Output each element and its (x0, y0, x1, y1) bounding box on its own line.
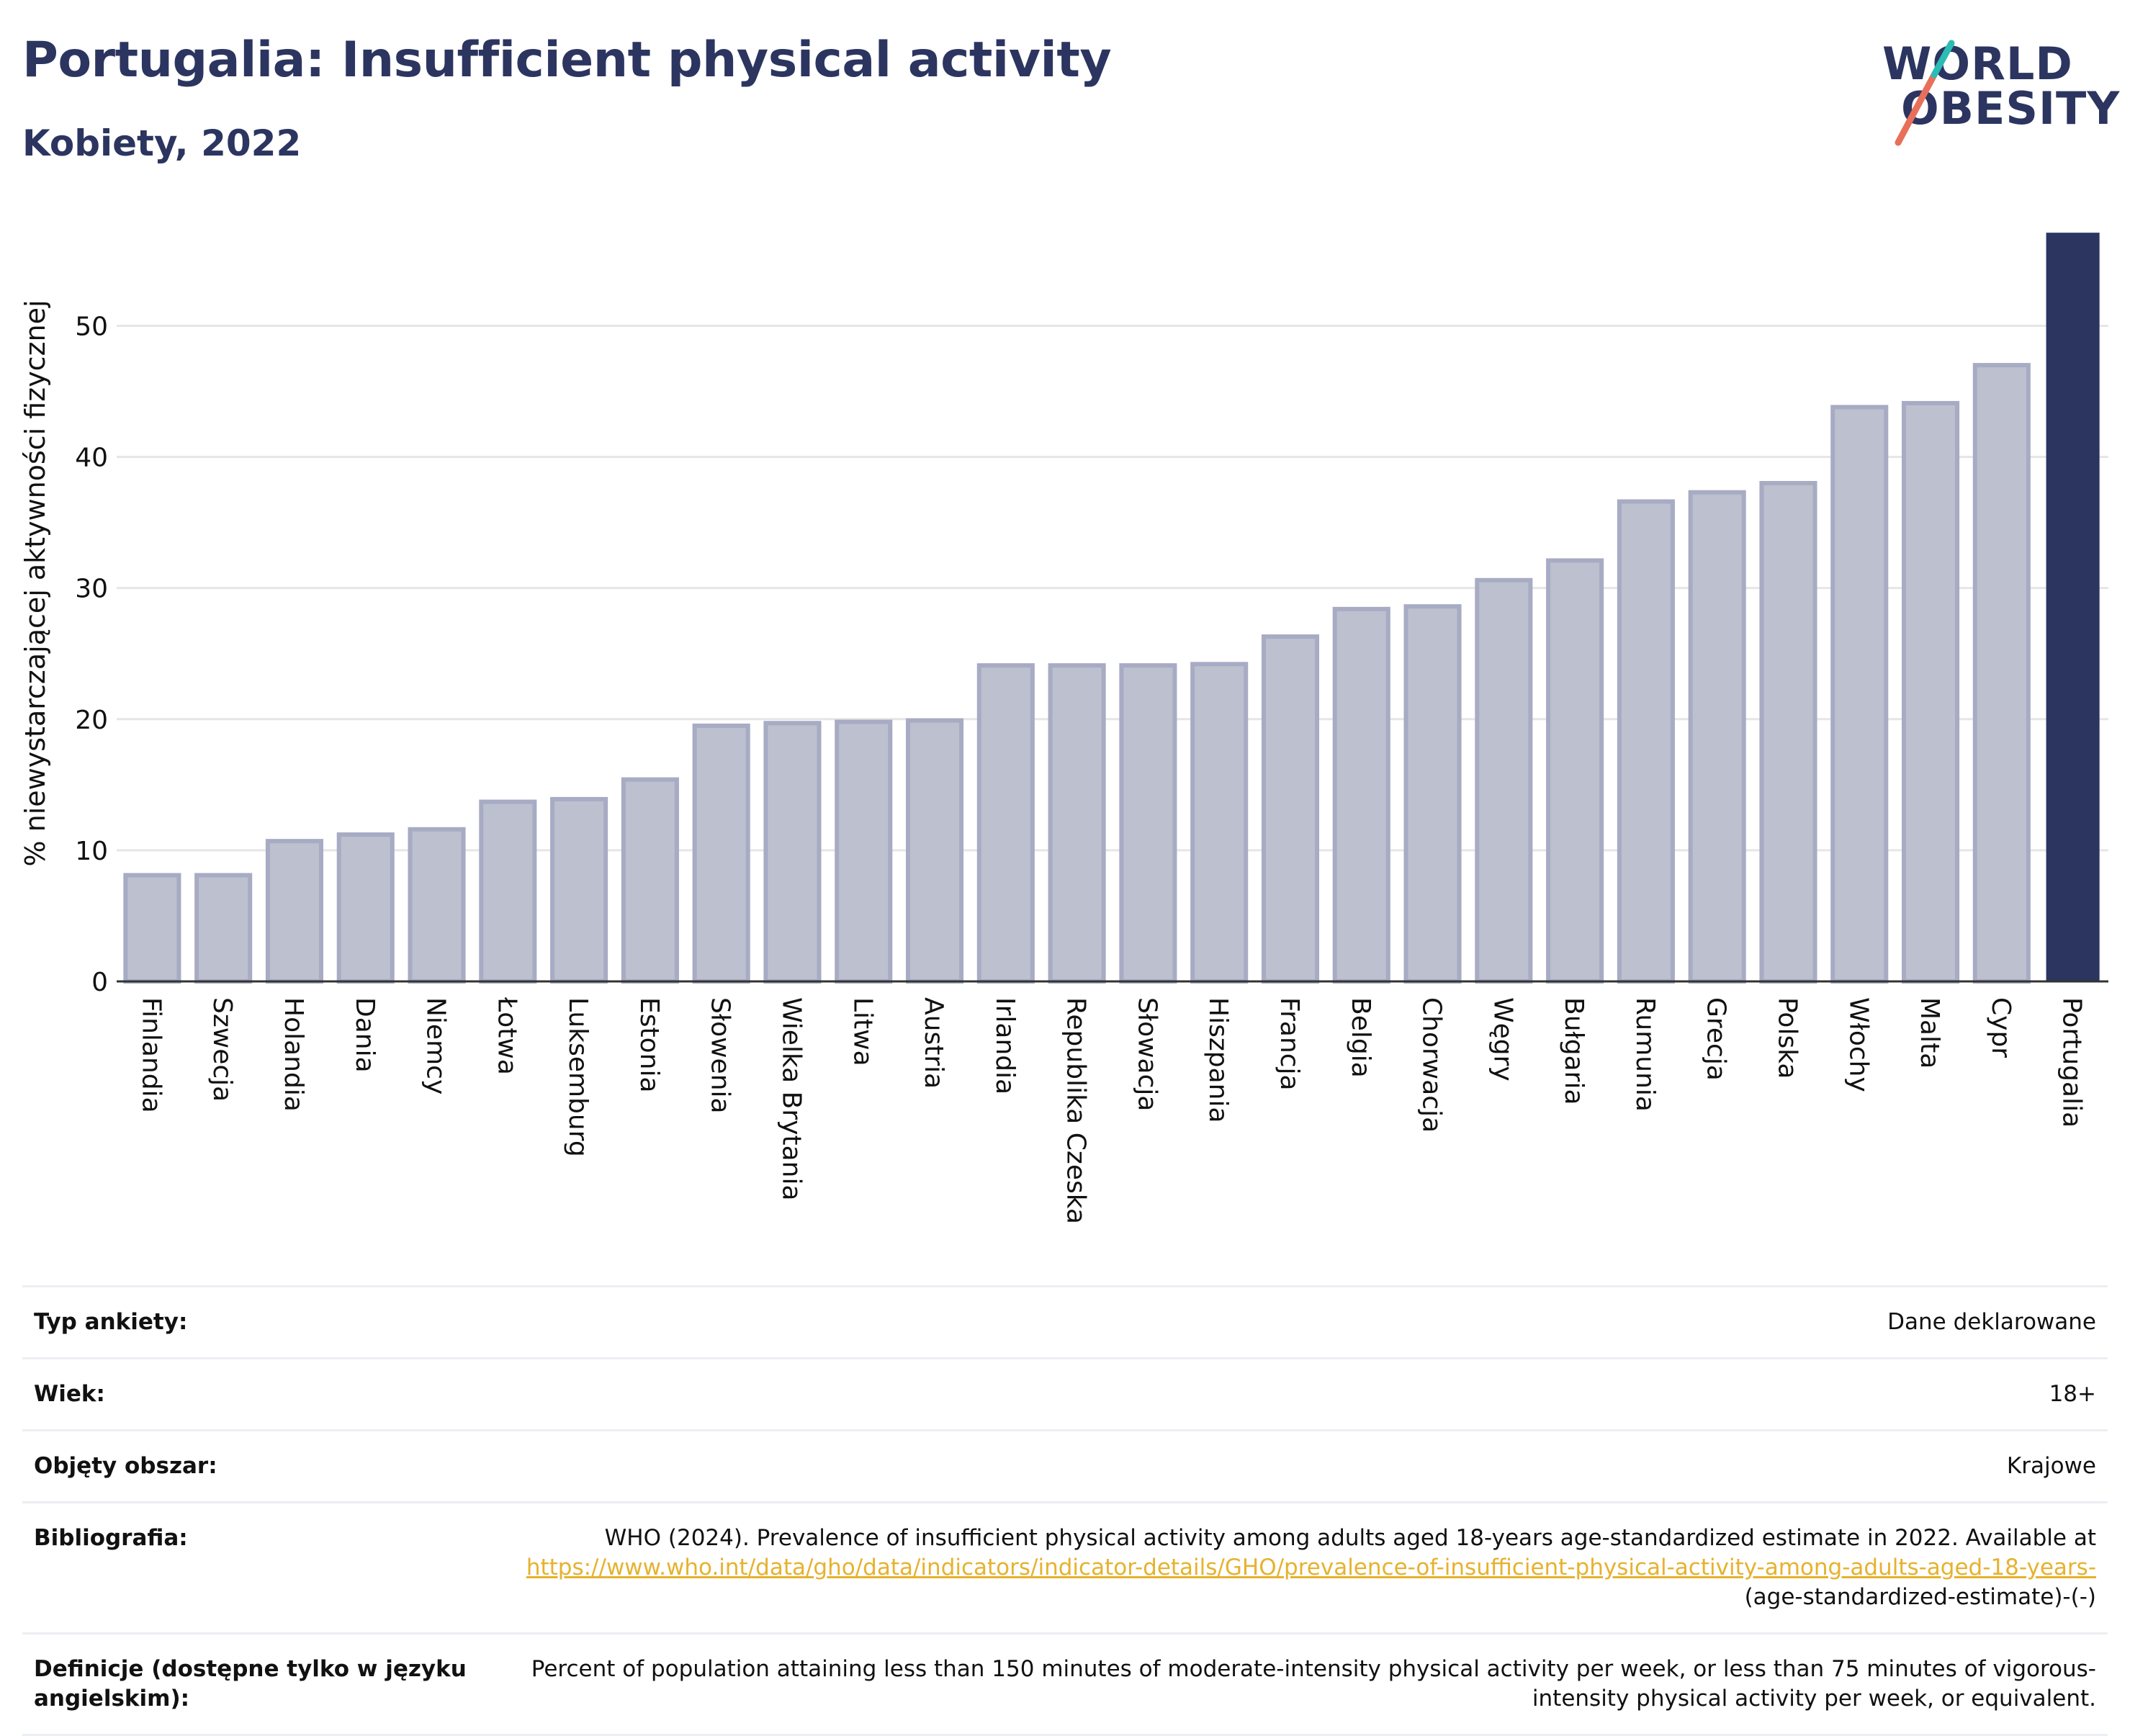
bar-dania (336, 832, 395, 984)
bar-włochy (1830, 405, 1889, 984)
axes: 0 10 20 30 40 50 Finlandia Szwecja Holandia Dania… (75, 312, 2108, 1224)
page-subtitle: Kobiety, 2022 (22, 122, 302, 164)
x-tick-label: Republika Czeska (1061, 997, 1091, 1224)
bar-irlandia (976, 663, 1035, 984)
bibliography-text: WHO (2024). Prevalence of insufficient p… (604, 1525, 2096, 1551)
x-tick-label: Portugalia (2057, 997, 2087, 1128)
x-tick-label: Chorwacja (1417, 997, 1447, 1133)
bar-chart: 0 10 20 30 40 50 Finlandia Szwecja Holandia Dania… (19, 233, 2108, 1224)
bar-chorwacja (1403, 604, 1462, 984)
y-tick-label: 50 (75, 312, 108, 341)
x-tick-label: Grecja (1702, 997, 1731, 1081)
bibliography-suffix: (age-standardized-estimate)-(-) (1744, 1584, 2096, 1610)
bar-szwecja (194, 873, 253, 984)
y-tick-label: 10 (75, 837, 108, 866)
bar-słowenia (692, 723, 750, 984)
info-value: Dane deklarowane (1887, 1309, 2096, 1335)
bar-łotwa (479, 799, 537, 984)
info-value: Krajowe (2006, 1453, 2096, 1479)
bar-słowacja (1119, 663, 1177, 984)
x-tick-label: Finlandia (136, 997, 166, 1113)
x-tick-label: Dania (350, 997, 379, 1073)
info-row-definitions: Definicje (dostępne tylko w języku angie… (22, 1632, 2108, 1736)
x-tick-label: Łotwa (492, 997, 521, 1075)
x-tick-label: Szwecja (207, 997, 237, 1102)
logo-slash-icon (1895, 40, 1955, 146)
info-row-age: Wiek: 18+ (22, 1357, 2108, 1429)
bar-grecja (1688, 490, 1746, 984)
x-tick-label: Austria (919, 997, 948, 1089)
world-obesity-logo: WORLD OBESITY (1872, 22, 2121, 151)
info-table: Typ ankiety: Dane deklarowane Wiek: 18+ … (22, 1285, 2108, 1736)
x-tick-label: Belgia (1346, 997, 1375, 1078)
bar-bułgaria (1546, 558, 1604, 984)
bar-belgia (1332, 606, 1390, 984)
info-row-area: Objęty obszar: Krajowe (22, 1429, 2108, 1501)
bar-hiszpania (1190, 662, 1249, 984)
page-title: Portugalia: Insufficient physical activi… (22, 32, 1112, 89)
x-tick-label: Polska (1772, 997, 1802, 1079)
info-label: Definicje (dostępne tylko w języku angie… (34, 1656, 467, 1712)
bar-wielka-brytania (763, 721, 822, 984)
bar-francja (1261, 634, 1320, 984)
x-tick-label: Rumunia (1630, 997, 1660, 1112)
bar-holandia (265, 839, 324, 984)
x-tick-label: Litwa (848, 997, 877, 1066)
x-tick-label: Węgry (1488, 997, 1517, 1081)
bar-cypr (1972, 363, 2031, 984)
x-tick-label: Bułgaria (1559, 997, 1588, 1105)
info-label: Objęty obszar: (34, 1453, 217, 1479)
logo-text-world: WORLD (1882, 37, 2073, 90)
bar-estonia (621, 777, 679, 984)
x-tick-label: Wielka Brytania (776, 997, 806, 1201)
bar-luksemburg (550, 796, 608, 984)
bibliography-link[interactable]: https://www.who.int/data/gho/data/indica… (526, 1555, 2096, 1580)
y-tick-label: 30 (75, 575, 108, 604)
info-value: Percent of population attaining less tha… (531, 1656, 2096, 1712)
y-tick-label: 40 (75, 444, 108, 473)
bar-malta (1901, 400, 1960, 984)
x-tick-label: Włochy (1843, 997, 1873, 1092)
info-label: Wiek: (34, 1381, 105, 1407)
bars (123, 233, 2100, 984)
x-tick-label: Irlandia (990, 997, 1020, 1094)
bar-republika-czeska (1048, 663, 1106, 984)
x-tick-label: Malta (1915, 997, 1944, 1069)
x-tick-label: Luksemburg (563, 997, 593, 1157)
info-row-bibliography: Bibliografia: WHO (2024). Prevalence of … (22, 1501, 2108, 1632)
info-value: WHO (2024). Prevalence of insufficient p… (480, 1524, 2096, 1612)
logo-text-obesity: OBESITY (1901, 82, 2121, 135)
y-tick-label: 0 (91, 968, 108, 997)
bar-polska (1759, 481, 1817, 984)
info-label: Bibliografia: (34, 1525, 188, 1551)
x-tick-label: Estonia (634, 997, 664, 1093)
info-row-survey-type: Typ ankiety: Dane deklarowane (22, 1285, 2108, 1357)
bar-litwa (835, 719, 893, 984)
bar-węgry (1475, 577, 1533, 984)
y-axis-label: % niewystarczającej aktywności fizycznej (19, 300, 51, 866)
x-tick-label: Niemcy (421, 997, 451, 1094)
x-tick-label: Francja (1275, 997, 1304, 1091)
x-tick-label: Holandia (279, 997, 308, 1112)
x-tick-label: Słowenia (706, 997, 735, 1114)
info-value: 18+ (2049, 1381, 2096, 1407)
x-tick-label: Cypr (1986, 997, 2016, 1058)
x-tick-label: Hiszpania (1203, 997, 1233, 1123)
bar-niemcy (408, 827, 466, 984)
bar-finlandia (123, 873, 181, 984)
bar-rumunia (1617, 499, 1675, 984)
info-label: Typ ankiety: (34, 1309, 188, 1335)
y-tick-label: 20 (75, 706, 108, 735)
x-tick-label: Słowacja (1132, 997, 1161, 1111)
bar-austria (905, 718, 964, 984)
bar-portugalia (2046, 233, 2100, 981)
